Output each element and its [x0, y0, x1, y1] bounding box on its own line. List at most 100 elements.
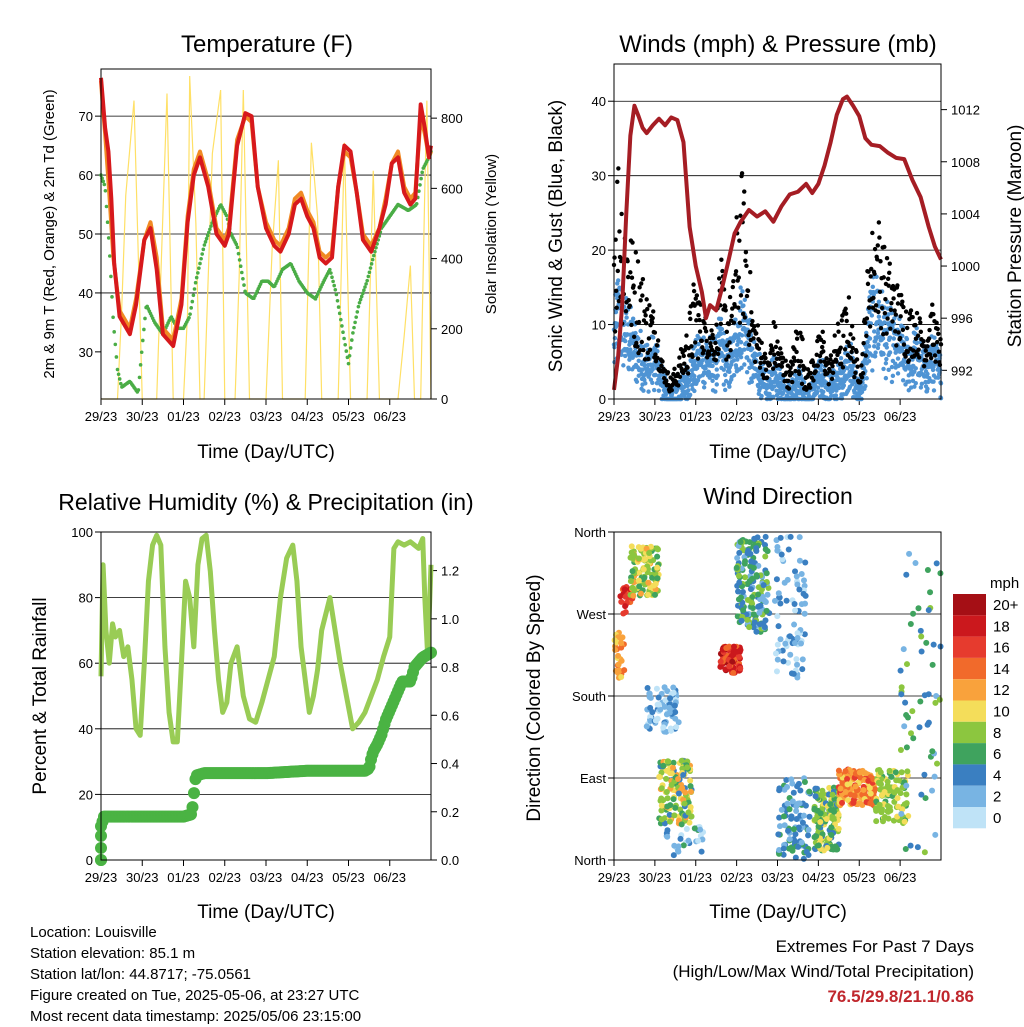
- y-tick-label: 20: [592, 243, 606, 258]
- gust-point: [614, 305, 619, 310]
- wind-direction-point: [774, 656, 781, 663]
- wind-direction-point: [794, 581, 801, 588]
- y-tick-label: North: [574, 525, 606, 540]
- wind-point: [644, 342, 650, 348]
- wind-direction-point: [763, 607, 770, 614]
- dewpoint-point: [197, 266, 201, 270]
- gust-point: [933, 359, 938, 364]
- wind-point: [724, 347, 730, 352]
- wind-direction-point: [827, 806, 834, 813]
- wind-direction-point: [872, 786, 879, 793]
- wind-direction-point: [746, 624, 753, 631]
- gust-point: [707, 352, 712, 357]
- wind-direction-point: [756, 621, 763, 628]
- wind-direction-point: [687, 783, 694, 790]
- dewpoint-point: [237, 258, 242, 262]
- gust-point: [887, 270, 892, 276]
- wind-direction-point: [844, 781, 851, 788]
- wind-direction-point: [828, 824, 835, 831]
- wind-direction-xlabel: Time (Day/UTC): [709, 902, 847, 923]
- wind-point: [731, 372, 737, 378]
- wind-point: [739, 365, 744, 371]
- wind-direction-point: [749, 594, 756, 601]
- x-tick-label: 06/23: [884, 409, 917, 424]
- gust-point: [682, 361, 687, 366]
- colorbar-label: 2: [993, 789, 1001, 806]
- wind-direction-point: [675, 848, 682, 855]
- wind-direction-point: [678, 757, 685, 764]
- y-right-tick-label: 600: [441, 181, 463, 196]
- wind-direction-point: [675, 719, 682, 726]
- dewpoint-point: [119, 381, 123, 386]
- wind-direction-point: [903, 800, 910, 807]
- gust-point: [726, 321, 732, 327]
- gust-point: [821, 349, 826, 354]
- gust-point: [852, 374, 857, 380]
- wind-direction-point: [762, 546, 769, 553]
- gust-point: [628, 270, 633, 275]
- y-right-tick-label: 1008: [951, 155, 980, 170]
- gust-point: [888, 326, 893, 331]
- wind-direction-point: [735, 588, 742, 595]
- gust-point: [895, 301, 901, 306]
- wind-direction-point: [903, 782, 910, 789]
- gust-point: [923, 348, 928, 353]
- wind-direction-point: [640, 566, 647, 573]
- wind-direction-point: [749, 575, 756, 582]
- wind-direction-point: [894, 795, 901, 802]
- colorbar-label: 4: [993, 767, 1001, 784]
- wind-direction-point: [798, 640, 805, 647]
- gust-point: [897, 335, 903, 341]
- wind-direction-point: [921, 849, 928, 856]
- wind-point: [710, 378, 715, 384]
- wind-direction-point: [653, 545, 660, 552]
- wind-direction-point: [641, 556, 648, 563]
- wind-point: [624, 315, 629, 320]
- wind-point: [883, 375, 889, 381]
- temperature-panel: Temperature (F) 30 40 50 60 70 0 200 400 600 800 2…: [41, 31, 500, 463]
- gust-point: [884, 331, 889, 336]
- winds-right-ylabel: Station Pressure (Maroon): [1005, 125, 1024, 348]
- gust-point: [640, 293, 645, 298]
- wind-direction-point: [647, 717, 654, 724]
- gust-point: [770, 348, 775, 353]
- gust-point: [872, 246, 878, 252]
- y-right-tick-label: 1.2: [441, 564, 459, 579]
- wind-direction-point: [666, 818, 673, 825]
- wind-point: [692, 388, 697, 394]
- wind-direction-point: [668, 782, 675, 789]
- gust-point: [890, 319, 895, 324]
- wind-direction-point: [762, 617, 769, 624]
- wind-direction-point: [761, 624, 768, 631]
- y-tick-label: East: [580, 771, 606, 786]
- gust-point: [738, 293, 744, 298]
- wind-point: [919, 381, 925, 387]
- wind-point: [931, 388, 937, 393]
- wind-direction-point: [817, 819, 824, 826]
- wind-point: [866, 344, 872, 349]
- x-tick-label: 02/23: [208, 870, 241, 885]
- wind-point: [719, 326, 725, 332]
- wind-point: [722, 372, 728, 378]
- wind-direction-point: [786, 836, 793, 843]
- gust-point: [822, 359, 827, 364]
- x-tick-label: 01/23: [167, 409, 200, 424]
- gust-point: [817, 353, 823, 359]
- gust-point: [783, 358, 788, 363]
- gust-point: [713, 357, 719, 363]
- gust-point: [905, 325, 910, 331]
- wind-point: [613, 309, 619, 315]
- gust-point: [763, 367, 769, 373]
- dewpoint-point: [343, 342, 348, 347]
- humidity-ylabel: Percent & Total Rainfall: [30, 597, 51, 794]
- dewpoint-point: [341, 330, 345, 335]
- wind-direction-point: [779, 556, 786, 563]
- dewpoint-point: [238, 264, 243, 269]
- gust-point: [762, 360, 767, 365]
- gust-point: [734, 215, 739, 220]
- gust-point: [884, 256, 890, 261]
- wind-direction-points: [611, 533, 944, 862]
- winds-title: Winds (mph) & Pressure (mb): [619, 31, 936, 58]
- gust-point: [613, 288, 619, 294]
- y-tick-label: 60: [79, 656, 93, 671]
